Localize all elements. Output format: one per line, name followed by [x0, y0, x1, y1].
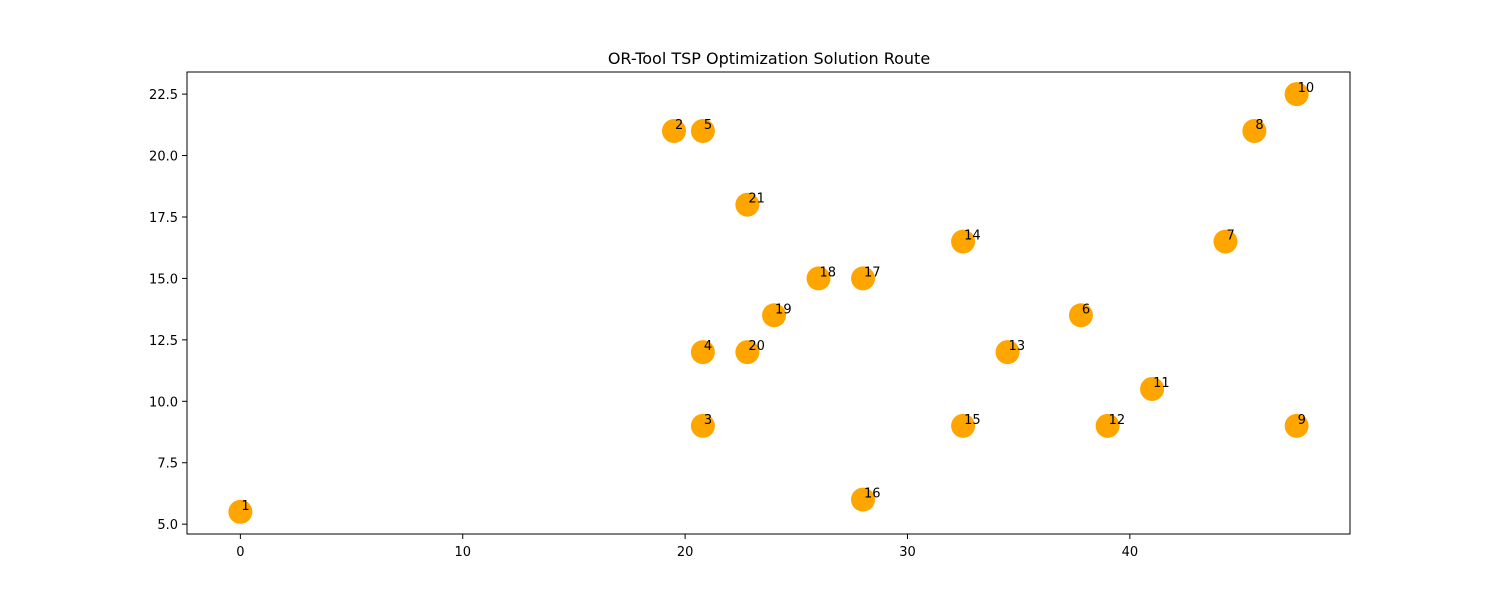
x-tick-label: 40: [1122, 545, 1139, 560]
y-tick-label: 5.0: [157, 518, 178, 533]
data-point-label: 5: [704, 118, 712, 133]
data-point-label: 4: [704, 339, 712, 354]
y-tick-label: 20.0: [149, 150, 178, 165]
data-point-label: 20: [748, 339, 765, 354]
data-point-label: 15: [964, 413, 981, 428]
data-point-marker: [762, 303, 787, 328]
chart-title: OR-Tool TSP Optimization Solution Route: [608, 49, 930, 68]
data-point-label: 18: [820, 265, 837, 280]
data-point-marker: [1242, 118, 1267, 143]
data-point-marker: [1213, 229, 1238, 254]
data-point-label: 14: [964, 229, 981, 244]
data-point-marker: [690, 118, 715, 143]
data-point-marker: [851, 487, 876, 512]
data-point-marker: [735, 192, 760, 217]
data-point-label: 11: [1153, 376, 1170, 391]
data-point-marker: [951, 413, 976, 438]
data-point-label: 8: [1255, 118, 1263, 133]
data-point-label: 16: [864, 487, 881, 502]
data-point-marker: [1284, 413, 1309, 438]
data-point-label: 19: [775, 302, 792, 317]
data-point-marker: [1068, 303, 1093, 328]
data-point-label: 9: [1298, 413, 1306, 428]
x-axis: 0 10 20 30 40: [236, 534, 1138, 560]
y-tick-label: 22.5: [149, 88, 178, 103]
data-point-marker: [690, 413, 715, 438]
data-point-marker: [951, 229, 976, 254]
x-tick-label: 0: [236, 545, 244, 560]
y-tick-label: 12.5: [149, 334, 178, 349]
data-point-marker: [661, 118, 686, 143]
data-point-label: 6: [1082, 302, 1090, 317]
data-point-label: 17: [864, 265, 881, 280]
data-point-marker: [806, 266, 831, 291]
data-point-marker: [690, 340, 715, 365]
data-point-marker: [228, 499, 253, 524]
data-point-label: 12: [1109, 413, 1126, 428]
data-point-label: 7: [1226, 229, 1234, 244]
plot-area-frame: [186, 71, 1351, 535]
x-tick-label: 10: [454, 545, 471, 560]
y-tick-label: 15.0: [149, 272, 178, 287]
data-point-label: 2: [675, 118, 683, 133]
data-point-label: 21: [748, 192, 765, 207]
data-point-marker: [1284, 82, 1309, 107]
y-tick-label: 17.5: [149, 211, 178, 226]
y-tick-label: 10.0: [149, 395, 178, 410]
data-point-marker: [1095, 413, 1120, 438]
data-point-label: 13: [1009, 339, 1026, 354]
data-point-marker: [735, 340, 760, 365]
y-axis: 5.0 7.5 10.0 12.5 15.0 17.5 20.0 22.5: [149, 88, 187, 533]
x-tick-label: 30: [899, 545, 916, 560]
data-point-label: 1: [241, 499, 249, 514]
data-point-marker: [1140, 377, 1165, 402]
x-tick-label: 20: [677, 545, 694, 560]
data-point-marker: [995, 340, 1020, 365]
data-point-marker: [851, 266, 876, 291]
y-tick-label: 7.5: [157, 457, 178, 472]
data-point-label: 3: [704, 413, 712, 428]
data-point-label: 10: [1298, 81, 1315, 96]
